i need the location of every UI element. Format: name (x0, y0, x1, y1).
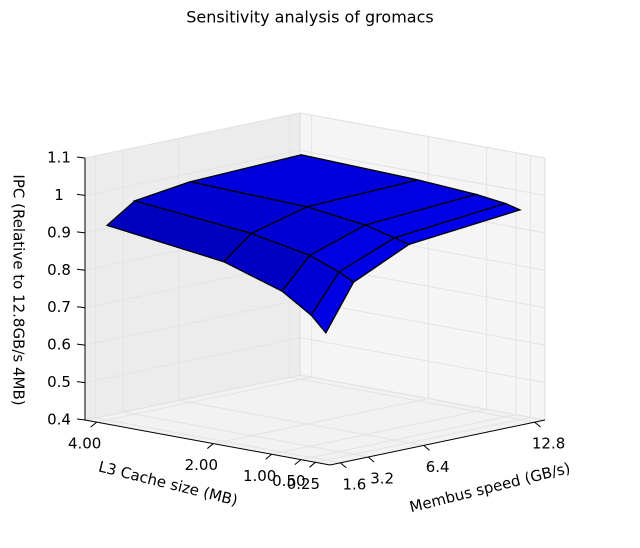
grid (84, 112, 546, 464)
z-tick-label: 0.5 (47, 373, 71, 391)
grid-line (299, 149, 546, 196)
grid-line (84, 337, 301, 384)
x-tick-label: 3.2 (370, 470, 394, 488)
y-tick-label: 4.00 (68, 435, 101, 453)
x-tick-label: 12.8 (532, 435, 565, 453)
surface (105, 154, 522, 335)
z-tick-label: 0.9 (47, 223, 71, 241)
x-tick (534, 421, 541, 428)
y-tick-label: 1.00 (243, 467, 276, 485)
z-tick (76, 381, 86, 384)
chart-title: Sensitivity analysis of gromacs (186, 8, 433, 27)
x-tick (340, 462, 347, 469)
z-tick-label: 0.6 (47, 336, 71, 354)
y-tick (309, 461, 316, 468)
grid-line (95, 417, 341, 464)
grid-line (213, 398, 429, 445)
z-tick (76, 343, 86, 346)
z-tick (76, 268, 86, 271)
z-tick-label: 1 (54, 186, 64, 204)
y-axis (84, 419, 331, 466)
y-tick-label: 0.25 (287, 475, 320, 493)
z-tick (76, 193, 86, 196)
axes: 1.6 3.2 6.4 12.8 0.250.501.00 2.00 4.00 0.4 0.5 0… (47, 149, 565, 494)
y-tick (90, 421, 97, 428)
grid-line (299, 112, 546, 159)
x-axis (329, 419, 546, 466)
y-tick (265, 453, 272, 460)
y-axis-label: L3 Cache size (MB) (97, 457, 240, 509)
z-tick-label: 0.7 (47, 298, 71, 316)
z-tick (76, 306, 86, 309)
y-tick-label: 0.50 (272, 472, 305, 490)
grid-line (299, 299, 546, 346)
grid-line (84, 374, 301, 421)
grid-line (84, 299, 301, 346)
z-tick-label: 0.8 (47, 261, 71, 279)
grid-line (300, 414, 516, 461)
grid-line (96, 376, 312, 423)
grid-line (299, 374, 546, 421)
grid-line (123, 411, 369, 458)
x-tick-label: 1.6 (342, 475, 366, 493)
grid-line (289, 376, 535, 423)
z-axis-label: IPC (Relative to 12.8GB/s 4MB) (10, 174, 28, 405)
surface-face (310, 271, 355, 335)
grid-line (178, 399, 424, 446)
y-tick (207, 443, 214, 449)
grid-line (315, 416, 531, 463)
z-tick (76, 231, 86, 234)
z-tick-label: 1.1 (47, 149, 71, 167)
z-tick (76, 156, 86, 159)
x-tick (367, 456, 375, 463)
grid-line (271, 408, 487, 455)
grid-line (84, 149, 301, 196)
z-tick (76, 418, 86, 421)
y-tick-label: 2.00 (185, 456, 218, 474)
z-tick-label: 0.4 (47, 411, 71, 429)
grid-line (299, 337, 546, 384)
x-tick (423, 445, 430, 451)
grid-line (84, 112, 301, 159)
y-tick (294, 459, 302, 466)
x-tick-label: 6.4 (426, 458, 450, 476)
